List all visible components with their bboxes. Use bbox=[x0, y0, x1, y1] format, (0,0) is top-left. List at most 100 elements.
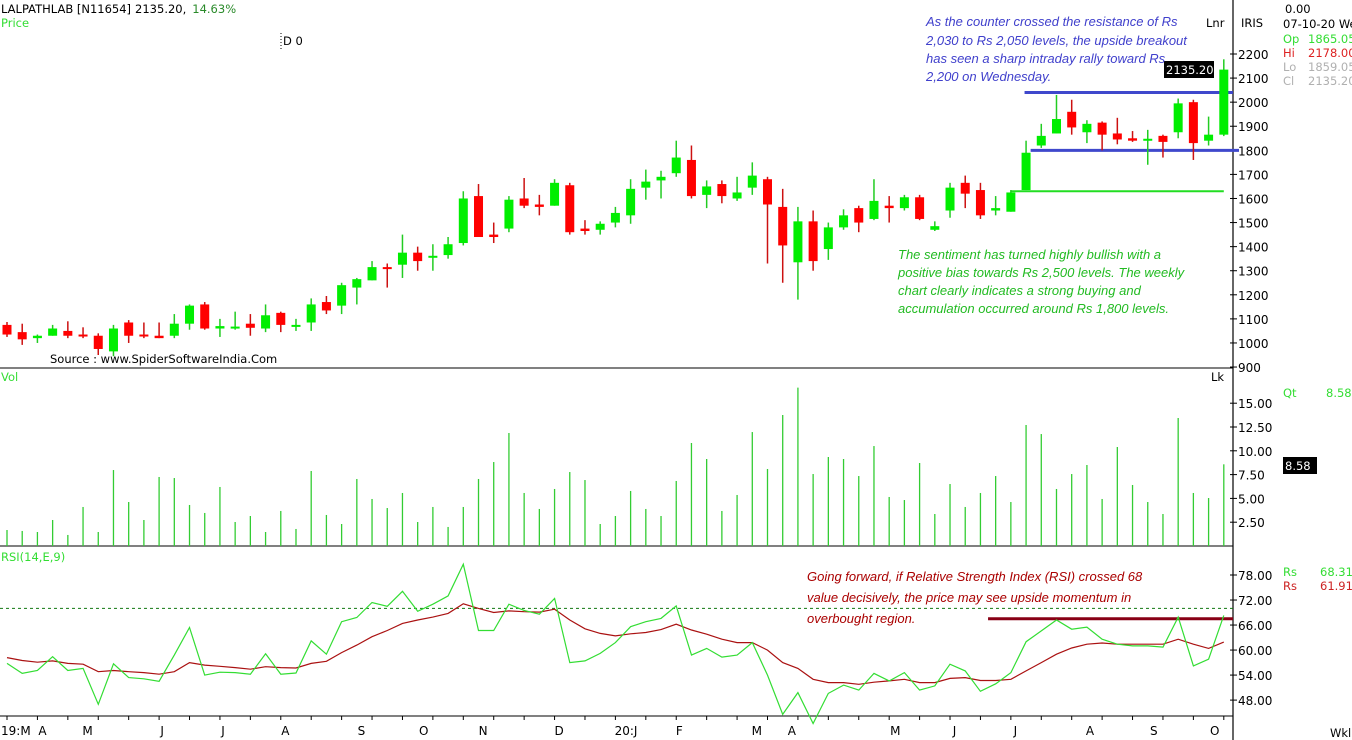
candle bbox=[565, 182, 575, 235]
time-tick-label: A bbox=[38, 724, 47, 738]
annotation-line: accumulation occurred around Rs 1,800 le… bbox=[898, 301, 1169, 316]
candle-body bbox=[702, 186, 712, 195]
candle bbox=[1173, 98, 1183, 139]
candle-body bbox=[276, 312, 286, 325]
rsi-line bbox=[6, 562, 1225, 725]
candle bbox=[352, 277, 362, 305]
candle-body bbox=[413, 252, 423, 262]
candle-body bbox=[1021, 152, 1031, 191]
price-axis-ticks: 900 1000 1100 1200 1300 1400 1500 1600 1700 1800 1… bbox=[1230, 48, 1269, 375]
period-label[interactable]: Wkl bbox=[1330, 726, 1351, 740]
candle bbox=[839, 209, 849, 230]
candle bbox=[124, 320, 134, 343]
candle bbox=[154, 322, 164, 339]
candle bbox=[428, 244, 438, 271]
candle-body bbox=[185, 305, 195, 324]
candle bbox=[291, 318, 301, 331]
candle-body bbox=[884, 205, 894, 209]
candle-body bbox=[899, 197, 909, 209]
scale-mode-label[interactable]: Lnr bbox=[1206, 16, 1225, 30]
candle-body bbox=[854, 208, 864, 223]
candle-body bbox=[321, 302, 331, 311]
candle-body bbox=[671, 157, 681, 174]
candle bbox=[1204, 116, 1214, 146]
candle-body bbox=[1204, 134, 1214, 141]
candle bbox=[595, 221, 605, 235]
candle-body bbox=[823, 227, 833, 250]
volume-badge: 8.58 bbox=[1285, 459, 1311, 473]
trendlines bbox=[1010, 91, 1240, 193]
candle bbox=[185, 304, 195, 330]
candle-body bbox=[48, 328, 58, 336]
candle bbox=[397, 234, 407, 278]
candle-body bbox=[839, 215, 849, 228]
candle-body bbox=[960, 182, 970, 194]
rsi-tick-label: 60.00 bbox=[1238, 644, 1272, 658]
annotation-line: Going forward, if Relative Strength Inde… bbox=[807, 569, 1143, 584]
info-date: 07-10-20 We bbox=[1283, 17, 1352, 31]
candle-body bbox=[1173, 103, 1183, 133]
candle-body bbox=[17, 332, 27, 340]
candle-body bbox=[489, 234, 499, 238]
candle bbox=[945, 182, 955, 218]
high-value: 2178.00 bbox=[1308, 46, 1352, 60]
time-tick-label: J bbox=[952, 724, 957, 738]
time-tick-label: 20:J bbox=[615, 724, 638, 738]
candle-body bbox=[778, 206, 788, 246]
candles bbox=[2, 59, 1229, 357]
candle-body bbox=[428, 255, 438, 258]
candle-body bbox=[245, 323, 255, 328]
candle bbox=[337, 282, 347, 315]
volume-axis-ticks: 2.50 5.00 7.50 10.00 12.50 15.00 bbox=[1230, 397, 1272, 530]
candle-body bbox=[1158, 135, 1168, 142]
candle-body bbox=[1006, 192, 1016, 212]
candle bbox=[261, 304, 271, 333]
candle-body bbox=[1128, 138, 1138, 141]
candle bbox=[78, 327, 88, 339]
time-axis: 19:M A M J J A S O N D 20:J F M A M J J A S O bbox=[1, 716, 1225, 738]
high-label: Hi bbox=[1283, 46, 1295, 60]
sentiment-annotation: The sentiment has turned highly bullish … bbox=[897, 247, 1186, 316]
time-tick-label: J bbox=[159, 724, 164, 738]
annotation-line: value decisively, the price may see upsi… bbox=[807, 590, 1131, 605]
volume-tick-label: 2.50 bbox=[1238, 516, 1265, 530]
rsi-signal-line bbox=[6, 603, 1225, 685]
price-tick-label: 2100 bbox=[1238, 72, 1269, 86]
rsi-axis-ticks: 48.00 54.00 60.00 66.00 72.00 78.00 bbox=[1230, 569, 1272, 708]
candle-body bbox=[306, 304, 316, 323]
candle bbox=[793, 206, 803, 300]
candle bbox=[869, 179, 879, 221]
price-tick-label: 1000 bbox=[1238, 337, 1269, 351]
price-tick-label: 900 bbox=[1238, 361, 1261, 375]
candle-body bbox=[1219, 69, 1229, 135]
candle bbox=[626, 179, 636, 224]
rsi-tick-label: 72.00 bbox=[1238, 594, 1272, 608]
candle-body bbox=[930, 226, 940, 230]
candle bbox=[1112, 117, 1122, 145]
candle-body bbox=[747, 175, 757, 188]
candle bbox=[1067, 99, 1077, 135]
candle bbox=[367, 261, 377, 281]
candle-body bbox=[458, 198, 468, 244]
candle bbox=[610, 206, 620, 228]
candle-body bbox=[108, 328, 118, 352]
candle-body bbox=[1188, 102, 1198, 144]
candle bbox=[884, 196, 894, 223]
candle-body bbox=[534, 204, 544, 207]
price-tick-label: 1200 bbox=[1238, 289, 1269, 303]
signal-value: 61.91 bbox=[1320, 579, 1352, 593]
time-tick-label: A bbox=[281, 724, 290, 738]
rsi-panel-label: RSI(14,E,9) bbox=[1, 550, 65, 564]
time-tick-label: M bbox=[82, 724, 92, 738]
candle bbox=[108, 324, 118, 357]
candle bbox=[306, 298, 316, 331]
price-tick-label: 2000 bbox=[1238, 96, 1269, 110]
candle-body bbox=[32, 335, 42, 339]
volume-unit-label: Lk bbox=[1211, 370, 1224, 384]
volume-tick-label: 5.00 bbox=[1238, 492, 1265, 506]
time-tick-label: F bbox=[676, 724, 683, 738]
candle bbox=[1158, 134, 1168, 158]
candle bbox=[550, 179, 560, 206]
candle bbox=[474, 184, 484, 238]
